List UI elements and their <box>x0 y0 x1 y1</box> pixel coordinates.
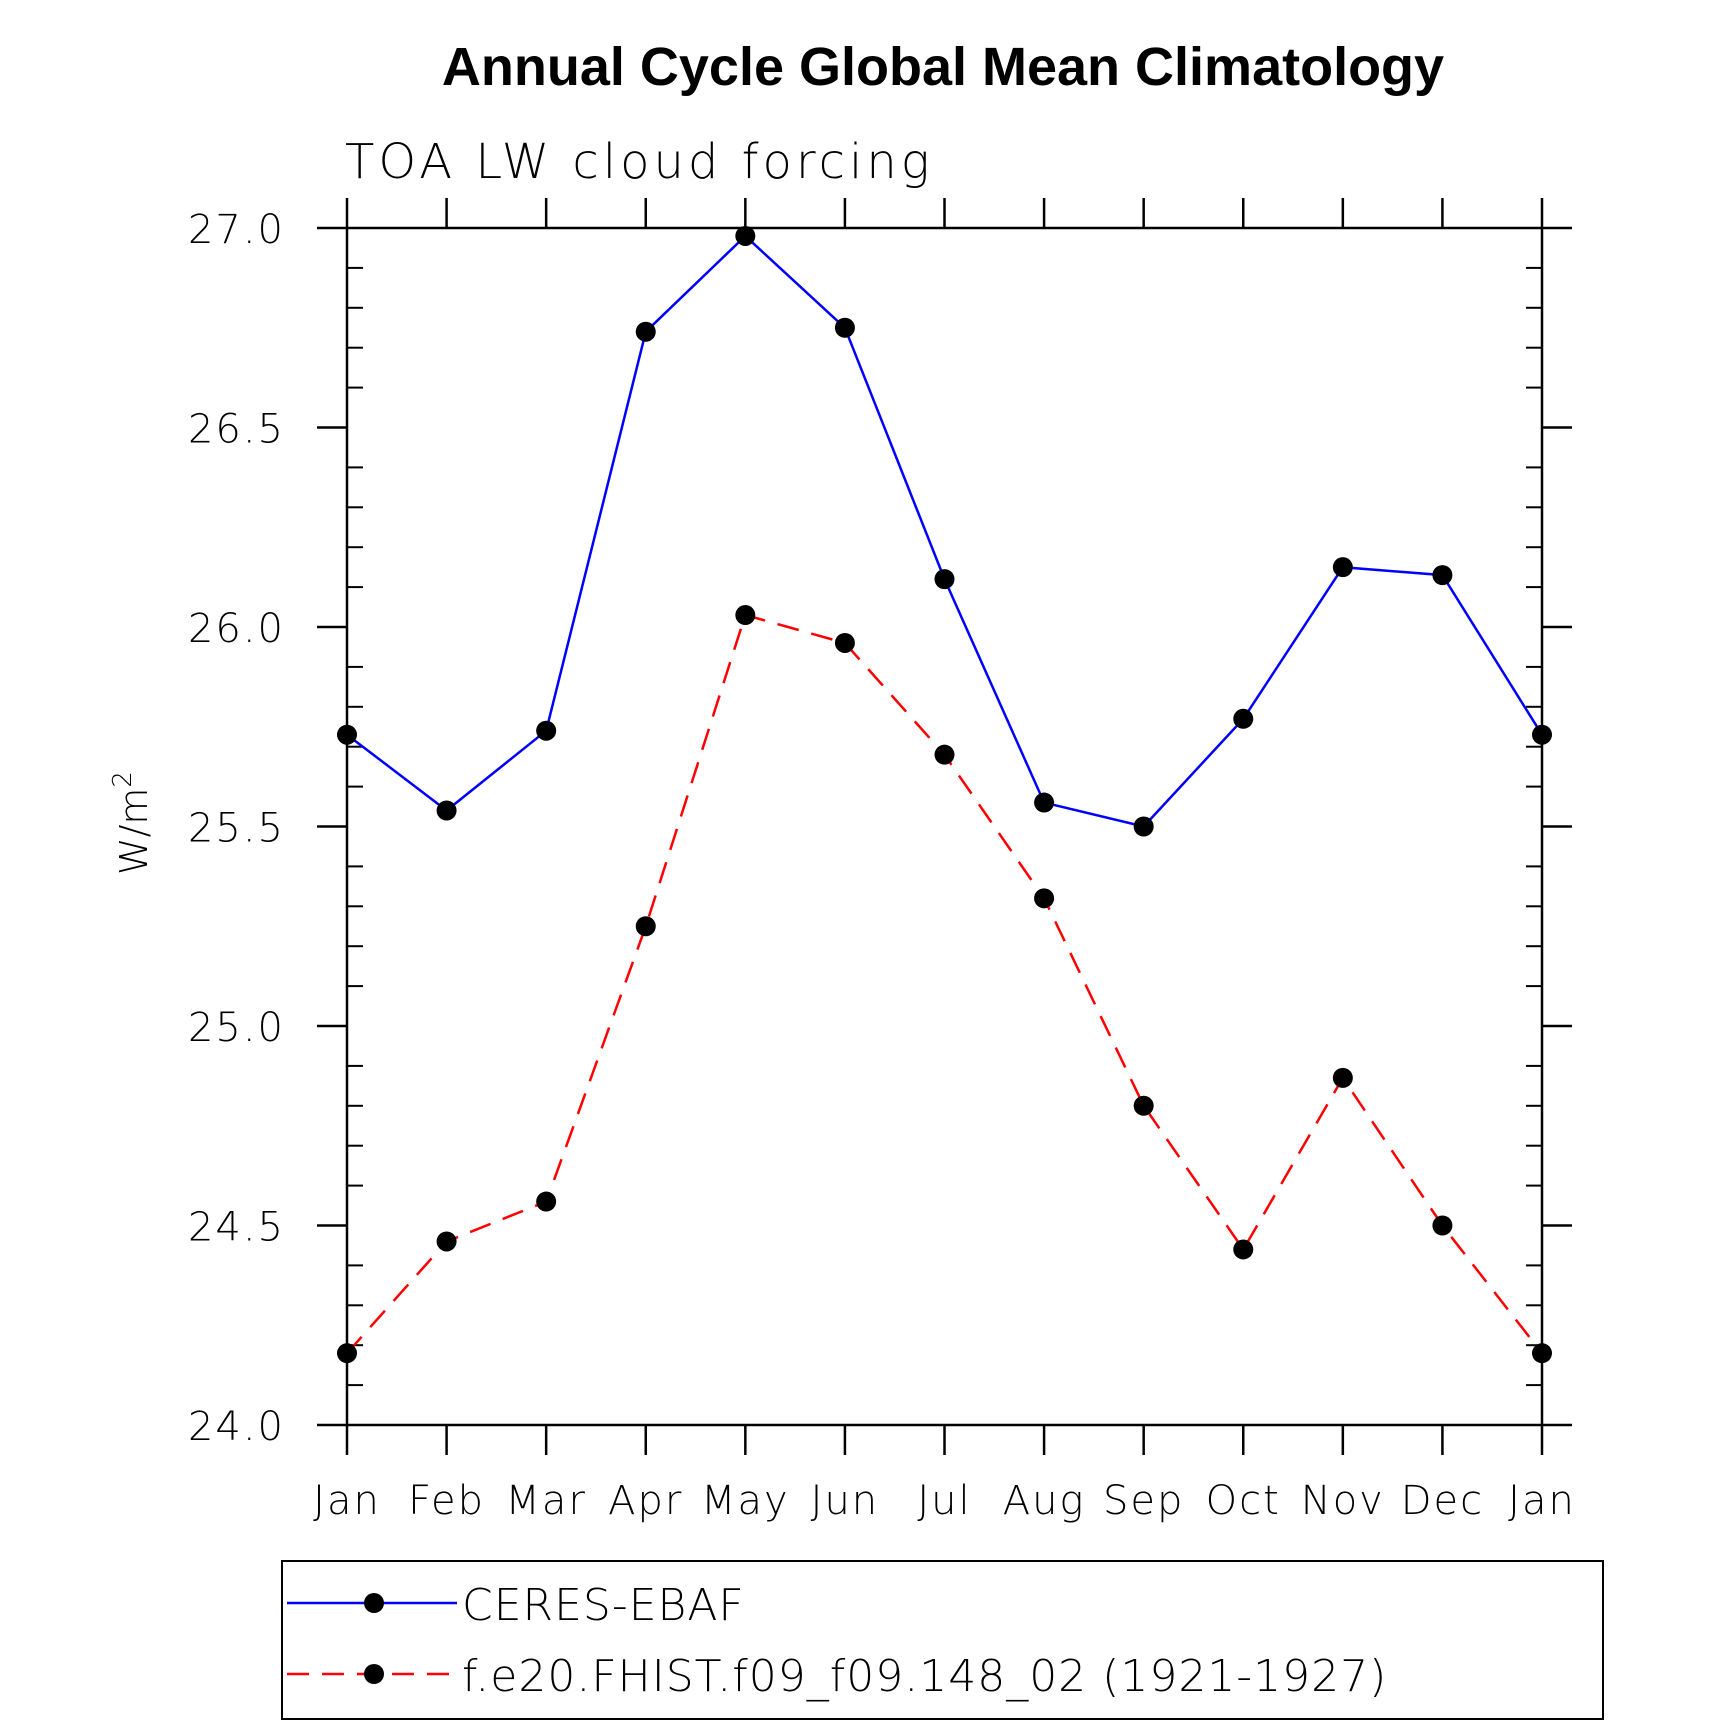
series-1-point <box>934 744 955 765</box>
series-1-point <box>536 1191 557 1212</box>
series-1-point <box>834 632 855 653</box>
series-0-point <box>1133 816 1154 837</box>
series-1-point <box>1133 1095 1154 1116</box>
y-tick-label: 25.0 <box>188 1005 285 1051</box>
series-1-point <box>1034 888 1055 909</box>
x-tick-label: Jun <box>811 1478 880 1524</box>
series-1-point <box>1233 1239 1254 1260</box>
y-tick-label: 25.5 <box>188 806 285 852</box>
chart-title: Annual Cycle Global Mean Climatology <box>442 37 1444 97</box>
y-tick-label: 24.0 <box>188 1404 285 1450</box>
series-1-point <box>1532 1343 1552 1364</box>
series-0-point <box>1034 792 1055 813</box>
series-0-point <box>1233 708 1254 729</box>
chart-subtitle: TOA LW cloud forcing <box>345 134 934 190</box>
series-1-point <box>635 916 656 937</box>
series-1-point <box>1332 1067 1353 1088</box>
legend-label-0: CERES-EBAF <box>462 1580 745 1631</box>
series-0-point <box>635 321 656 342</box>
x-tick-label: Jan <box>1508 1478 1576 1524</box>
x-tick-label: Mar <box>505 1478 586 1524</box>
series-0-point <box>536 720 557 741</box>
axes: Jan Feb Mar Apr May Jun Jul Aug Sep Oct Nov Dec Jan 2… <box>188 198 1576 1524</box>
series-layer <box>337 225 1552 1364</box>
series-1-point <box>1432 1215 1453 1236</box>
x-tick-label: May <box>701 1478 790 1524</box>
legend-label-1: f.e20.FHIST.f09_f09.148_02 (1921-1927) <box>462 1651 1387 1702</box>
x-tick-label: Apr <box>608 1478 683 1524</box>
y-axis-label-superscript: 2 <box>108 771 138 788</box>
series-line-0 <box>346 234 1544 828</box>
series-0-point <box>834 317 855 338</box>
series-0-point <box>436 800 457 821</box>
series-1-point <box>735 605 756 626</box>
series-0-point <box>735 225 756 246</box>
x-tick-label: Jul <box>917 1478 971 1524</box>
y-axis-label-text: W/m <box>112 788 156 875</box>
series-0-point <box>337 724 357 745</box>
y-tick-label: 26.0 <box>188 606 285 652</box>
series-0-point <box>934 569 955 590</box>
y-axis-label: W/m2 <box>108 771 156 875</box>
x-tick-label: Aug <box>1003 1478 1086 1524</box>
x-tick-label: Nov <box>1301 1478 1385 1524</box>
series-0-point <box>1532 724 1552 745</box>
x-tick-label: Dec <box>1401 1478 1484 1524</box>
legend: CERES-EBAF f.e20.FHIST.f09_f09.148_02 (1… <box>281 1560 1604 1720</box>
y-tick-label: 24.5 <box>188 1205 285 1251</box>
series-0-point <box>1432 565 1453 586</box>
y-tick-label: 26.5 <box>188 407 285 453</box>
legend-marker-0 <box>364 1593 384 1613</box>
series-1-point <box>436 1231 457 1252</box>
series-line-1 <box>346 613 1543 1355</box>
x-tick-label: Sep <box>1103 1478 1184 1524</box>
legend-marker-1 <box>364 1664 384 1684</box>
x-tick-label: Feb <box>408 1478 485 1524</box>
plot-frame <box>345 226 1544 1427</box>
x-tick-label: Jan <box>313 1478 381 1524</box>
series-0-point <box>1332 557 1353 578</box>
x-tick-label: Oct <box>1206 1478 1281 1524</box>
series-1-point <box>337 1343 357 1364</box>
legend-box <box>281 1560 1604 1720</box>
y-tick-label: 27.0 <box>188 207 285 253</box>
